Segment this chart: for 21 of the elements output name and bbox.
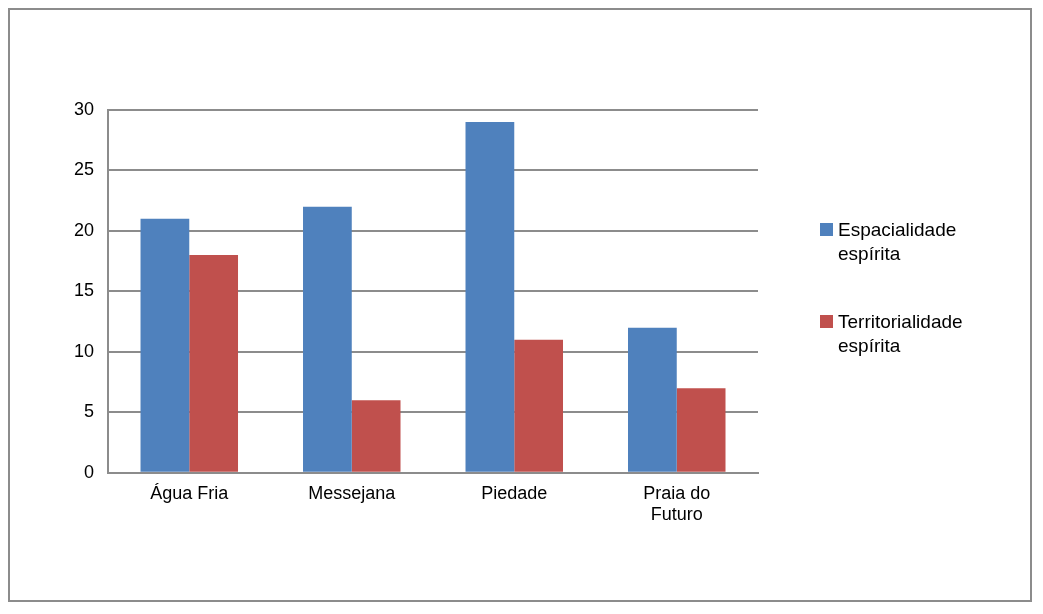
y-tick-label: 15 xyxy=(73,280,95,301)
legend-label: Territorialidade espírita xyxy=(838,310,964,358)
y-tick-label: 5 xyxy=(84,401,95,422)
x-tick-label: Água Fria xyxy=(150,482,230,503)
bar xyxy=(676,388,726,472)
legend-label: Espacialidade espírita xyxy=(838,218,958,266)
y-tick-label: 25 xyxy=(73,159,95,180)
bar xyxy=(140,218,190,472)
y-tick-label: 0 xyxy=(84,461,95,482)
bar xyxy=(351,400,401,472)
y-tick-label: 10 xyxy=(73,340,95,361)
y-tick-label: 20 xyxy=(73,219,95,240)
x-tick-label: Messejana xyxy=(308,482,397,503)
x-tick-label: Piedade xyxy=(481,482,548,503)
bar xyxy=(628,327,677,472)
y-tick-label: 30 xyxy=(73,98,95,119)
bar xyxy=(303,206,352,472)
bar xyxy=(465,122,515,472)
bar xyxy=(189,255,239,472)
x-tick-label: Praia do Futuro xyxy=(643,482,711,525)
bar xyxy=(514,339,564,472)
